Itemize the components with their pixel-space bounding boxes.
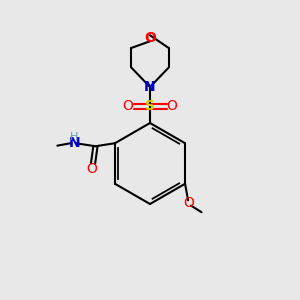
Text: O: O — [86, 162, 97, 176]
Text: O: O — [144, 31, 156, 45]
Text: O: O — [183, 196, 194, 210]
Text: O: O — [123, 100, 134, 113]
Text: S: S — [145, 100, 155, 113]
Text: H: H — [70, 132, 79, 142]
Text: N: N — [69, 136, 80, 150]
Text: O: O — [167, 100, 177, 113]
Text: N: N — [144, 80, 156, 94]
